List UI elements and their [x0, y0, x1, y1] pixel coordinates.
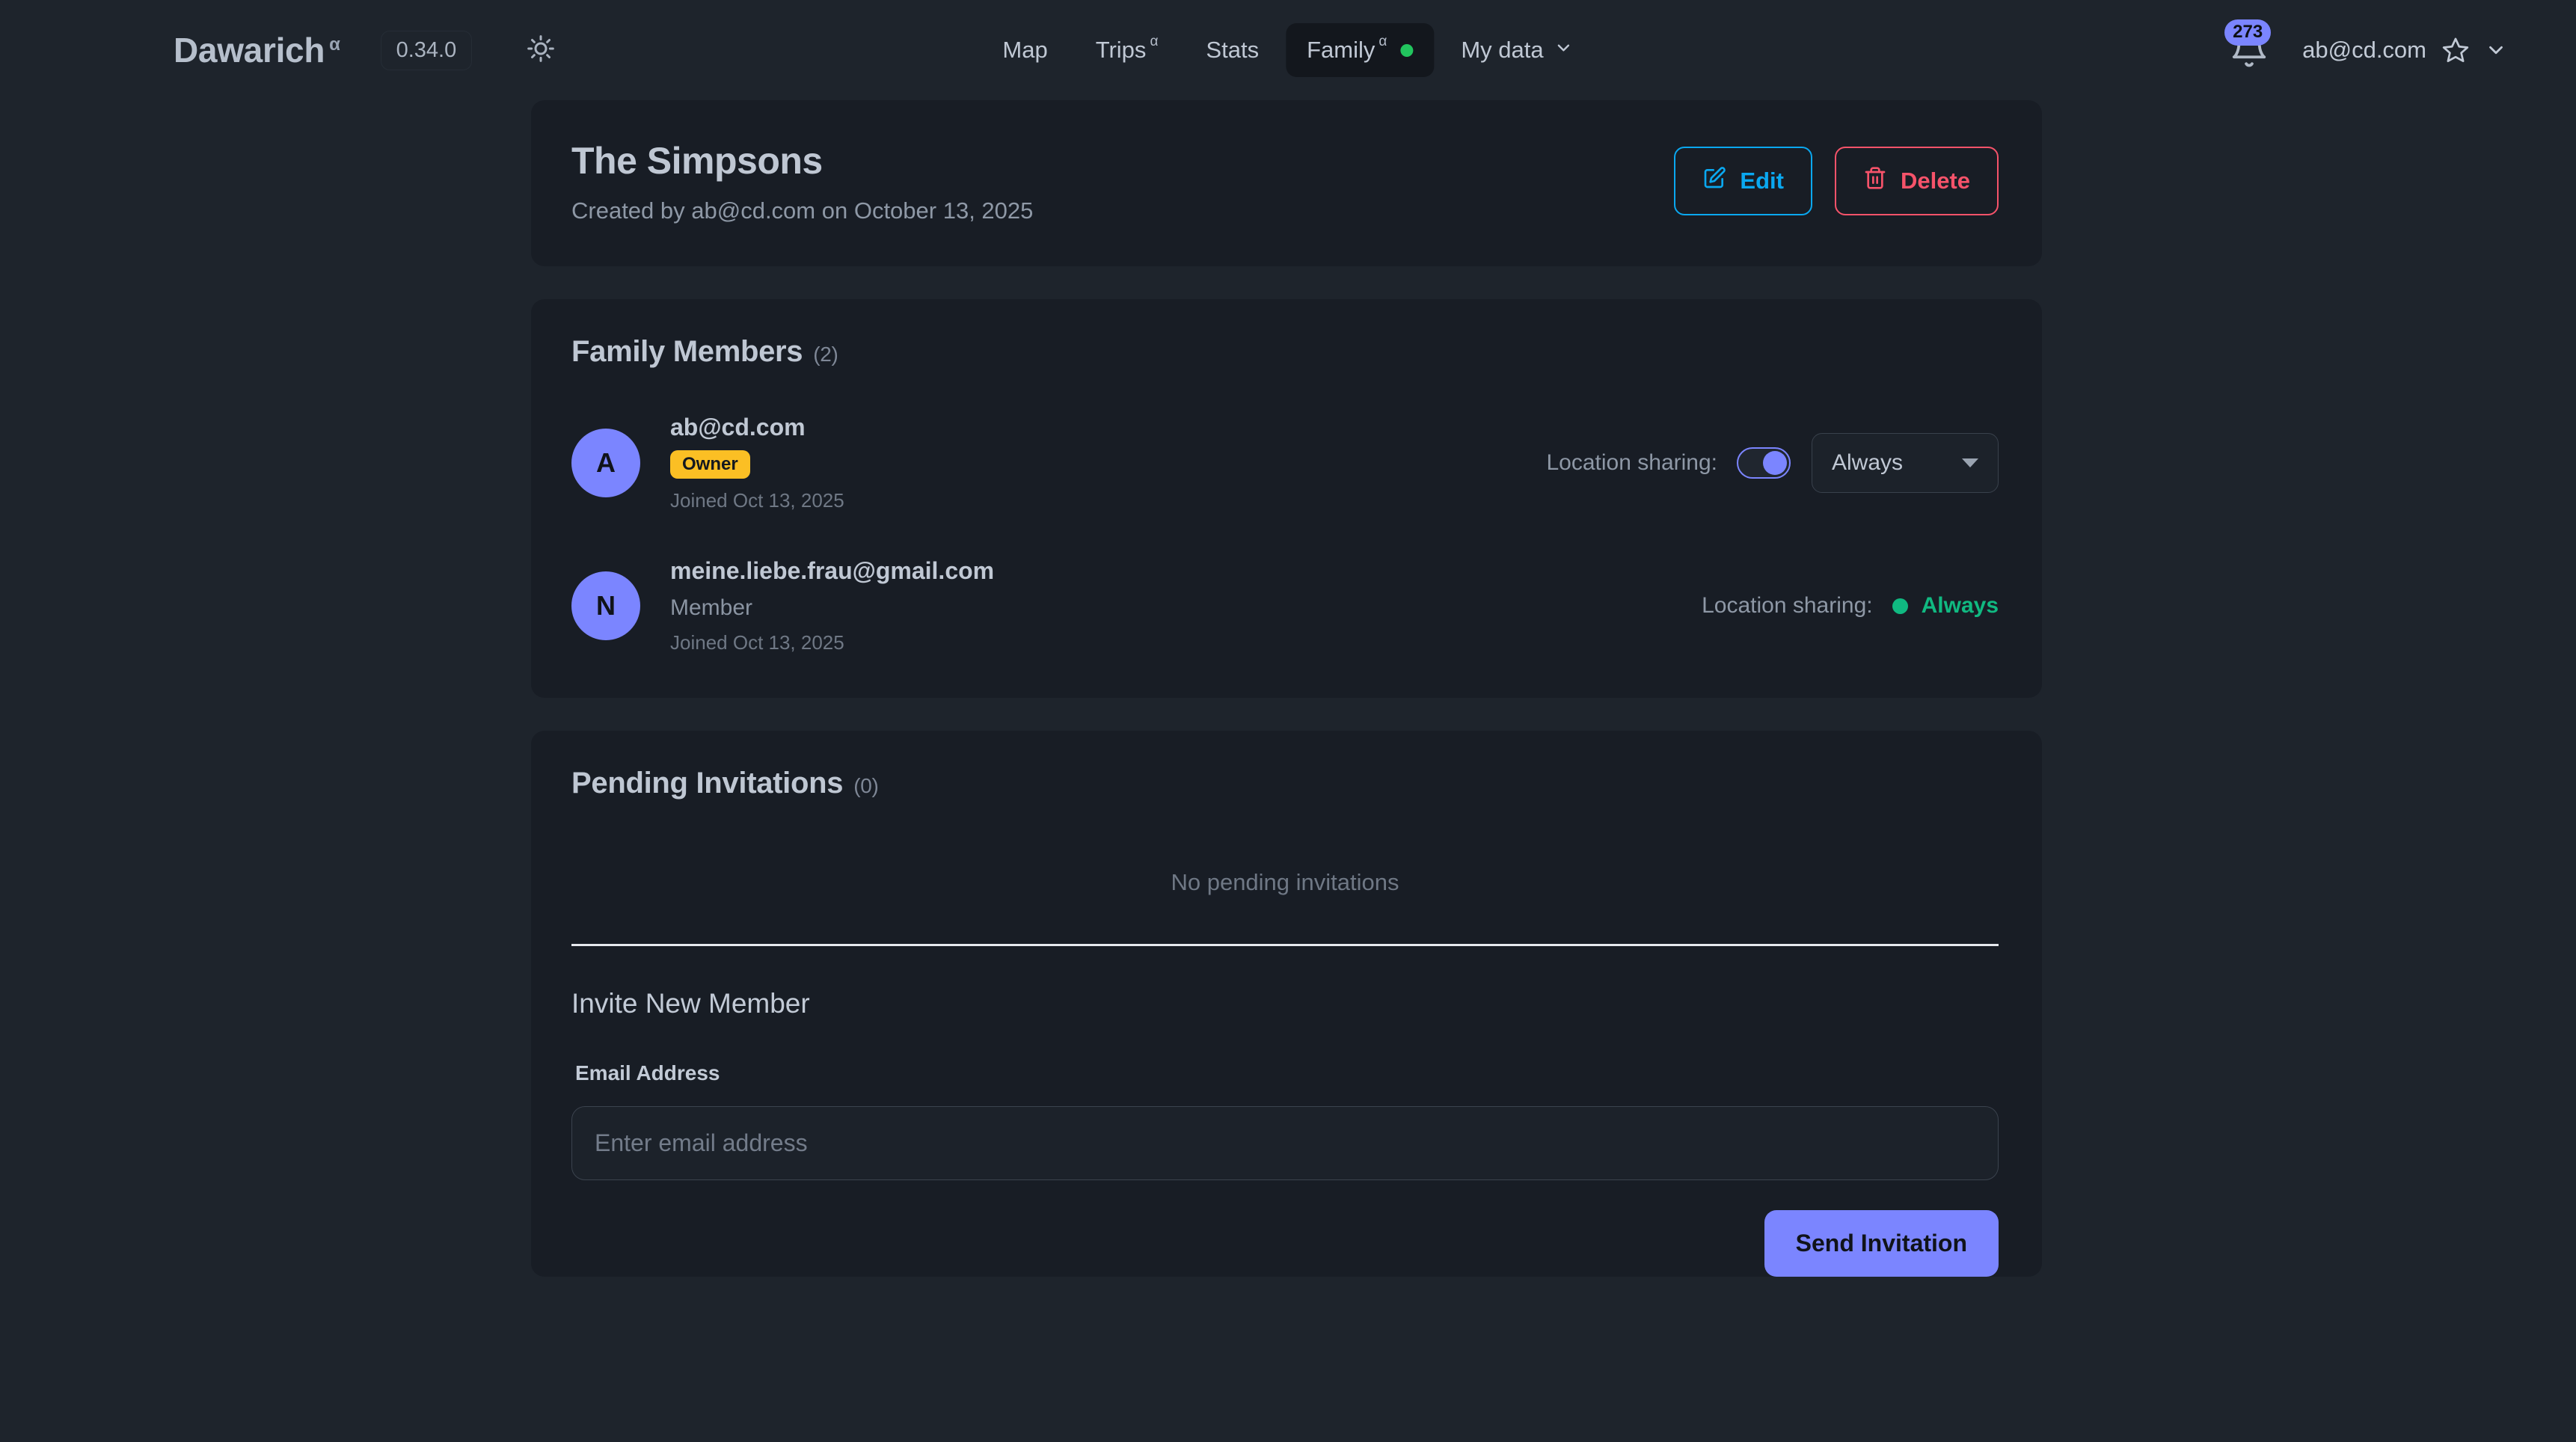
member-joined-date: Joined Oct 13, 2025 [670, 631, 844, 654]
pencil-edit-icon [1702, 166, 1726, 196]
member-row: N meine.liebe.frau@gmail.com Member Join… [571, 557, 1999, 654]
nav-item-trips-label: Trips [1095, 37, 1147, 63]
top-navbar: Dawarich α 0.34.0 Map [0, 0, 2576, 100]
nav-item-family-alpha-superscript: α [1379, 34, 1387, 49]
section-divider [571, 944, 1999, 946]
member-location-sharing-status: Location sharing: Always [1702, 593, 1999, 619]
theme-toggle-button[interactable] [518, 28, 563, 73]
nav-item-map[interactable]: Map [981, 23, 1068, 77]
invite-new-member-title: Invite New Member [571, 988, 810, 1019]
delete-button-label: Delete [1900, 168, 1970, 194]
nav-item-trips-alpha-superscript: α [1150, 34, 1159, 49]
pending-invitations-title: Pending Invitations [571, 767, 844, 800]
family-members-card: Family Members (2) A ab@cd.com Owner Joi… [531, 299, 2042, 698]
user-menu-chevron-down-icon[interactable] [2485, 39, 2507, 61]
app-logo[interactable]: Dawarich α [174, 30, 340, 70]
pending-invitations-empty-message: No pending invitations [1171, 869, 1399, 895]
nav-item-stats-label: Stats [1206, 37, 1260, 63]
location-sharing-label: Location sharing: [1702, 593, 1873, 618]
page-content: The Simpsons Created by ab@cd.com on Oct… [531, 100, 2042, 1277]
location-sharing-toggle[interactable] [1737, 447, 1791, 479]
member-info: meine.liebe.frau@gmail.com Member Joined… [670, 557, 994, 654]
edit-button-label: Edit [1740, 168, 1784, 194]
status-badge: Owner [670, 450, 750, 479]
sun-icon [526, 34, 556, 67]
nav-item-trips[interactable]: Trips α [1075, 23, 1180, 77]
nav-item-family-label: Family [1307, 37, 1376, 63]
avatar: A [571, 429, 640, 497]
family-status-dot-icon [1400, 43, 1414, 57]
pending-invitations-card: Pending Invitations (0) No pending invit… [531, 731, 2042, 1277]
family-members-title: Family Members [571, 335, 803, 368]
family-members-count: (2) [813, 343, 838, 366]
chevron-down-icon [1962, 458, 1978, 467]
location-sharing-label: Location sharing: [1546, 450, 1718, 475]
invite-actions: Send Invitation [571, 1210, 1999, 1277]
member-joined-date: Joined Oct 13, 2025 [670, 489, 844, 512]
nav-item-my-data[interactable]: My data [1440, 23, 1594, 77]
group-header-card: The Simpsons Created by ab@cd.com on Oct… [531, 100, 2042, 266]
email-field-label: Email Address [575, 1061, 720, 1084]
main-navigation: Map Trips α Stats Family α My data [981, 23, 1594, 77]
delete-button[interactable]: Delete [1834, 147, 1999, 215]
version-badge: 0.34.0 [380, 30, 473, 70]
navbar-right-group: 273 ab@cd.com [2220, 18, 2546, 82]
member-email: meine.liebe.frau@gmail.com [670, 557, 995, 584]
toggle-knob [1763, 451, 1787, 475]
brand-group: Dawarich α 0.34.0 [174, 28, 563, 73]
trash-icon [1863, 166, 1887, 196]
email-input[interactable] [571, 1106, 1999, 1180]
group-actions: Edit Delete [1674, 147, 1999, 215]
pending-invitations-heading: Pending Invitations (0) [571, 767, 1999, 800]
location-sharing-select-value: Always [1832, 450, 1904, 475]
member-row: A ab@cd.com Owner Joined Oct 13, 2025 Lo… [571, 414, 1999, 512]
nav-item-stats[interactable]: Stats [1185, 23, 1280, 77]
notifications-button[interactable]: 273 [2220, 18, 2278, 82]
member-location-sharing-controls: Location sharing: Always [1547, 433, 1999, 493]
member-role: Member [670, 595, 753, 620]
app-logo-text: Dawarich [174, 31, 325, 70]
send-invitation-button[interactable]: Send Invitation [1764, 1210, 1999, 1277]
user-email-label[interactable]: ab@cd.com [2302, 37, 2426, 63]
sharing-status-value: Always [1921, 593, 1999, 618]
edit-button[interactable]: Edit [1674, 147, 1812, 215]
group-header-text: The Simpsons Created by ab@cd.com on Oct… [571, 139, 1674, 224]
star-icon[interactable] [2441, 36, 2470, 64]
member-info: ab@cd.com Owner Joined Oct 13, 2025 [670, 414, 844, 512]
sharing-status-dot-icon [1892, 598, 1908, 614]
nav-item-family[interactable]: Family α [1286, 23, 1435, 77]
member-email: ab@cd.com [670, 414, 806, 441]
nav-item-map-label: Map [1002, 37, 1048, 63]
chevron-down-icon [1554, 37, 1574, 64]
group-created-by: Created by ab@cd.com on October 13, 2025 [571, 197, 1034, 224]
pending-invitations-count: (0) [853, 774, 879, 797]
notifications-count-badge: 273 [2224, 19, 2272, 46]
nav-item-my-data-label: My data [1461, 37, 1544, 63]
family-members-heading: Family Members (2) [571, 335, 1999, 369]
avatar: N [571, 571, 640, 640]
app-logo-alpha-superscript: α [329, 34, 340, 55]
location-sharing-select[interactable]: Always [1812, 433, 1999, 493]
page-title: The Simpsons [571, 140, 823, 182]
